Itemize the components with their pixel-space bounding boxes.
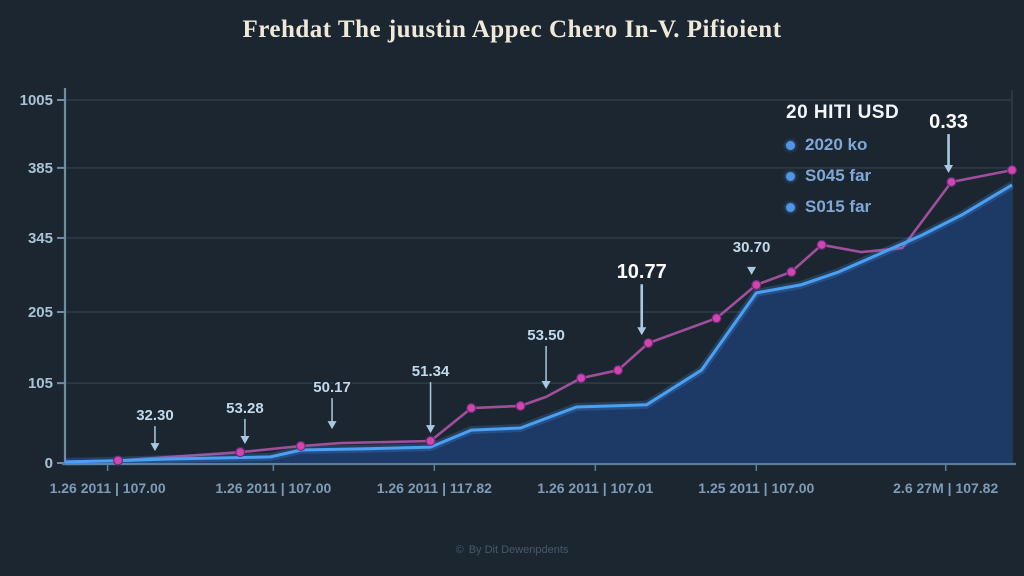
data-point-marker bbox=[235, 447, 246, 458]
data-point-marker bbox=[515, 400, 526, 411]
y-axis-tick-label: 105 bbox=[28, 375, 53, 392]
annotation-arrow-head bbox=[747, 266, 757, 275]
data-annotation: 10.77 bbox=[617, 261, 667, 283]
legend-item[interactable]: 2020 ko bbox=[786, 135, 899, 155]
x-axis-tick-label: 1.26 2011 | 107.00 bbox=[215, 480, 331, 496]
legend-item-label: S045 far bbox=[805, 166, 872, 185]
y-axis-tick-label: 1005 bbox=[20, 92, 53, 109]
data-point-marker bbox=[786, 266, 797, 277]
data-annotation: 50.17 bbox=[313, 379, 351, 396]
data-point-marker bbox=[576, 373, 587, 384]
legend-dot-icon bbox=[786, 202, 795, 212]
annotation-arrow-head bbox=[327, 421, 337, 430]
annotation-arrow-head bbox=[541, 381, 551, 390]
x-axis-tick-label: 2.6 27M | 107.82 bbox=[893, 480, 998, 496]
footer-credit: © By Dit Dewenpdents bbox=[0, 544, 1024, 556]
annotation-arrow-head bbox=[944, 165, 954, 174]
annotation-arrow-head bbox=[150, 443, 160, 452]
data-point-marker bbox=[466, 403, 477, 414]
data-point-marker bbox=[613, 365, 624, 376]
x-axis-tick-label: 1.26 2011 | 107.00 bbox=[50, 480, 166, 496]
data-point-marker bbox=[751, 279, 762, 290]
x-axis-tick-label: 1.25 2011 | 107.00 bbox=[698, 480, 814, 496]
data-annotation: 53.50 bbox=[527, 327, 565, 344]
y-axis-tick-label: 0 bbox=[45, 455, 53, 472]
data-point-marker bbox=[711, 313, 722, 324]
data-annotation: 32.30 bbox=[136, 407, 174, 424]
legend: 20 HITI USD 2020 ko S045 far S015 far bbox=[786, 102, 899, 217]
legend-dot-icon bbox=[786, 140, 795, 150]
y-axis-tick-label: 385 bbox=[28, 160, 53, 177]
legend-dot-icon bbox=[786, 171, 795, 181]
data-point-marker bbox=[113, 455, 124, 466]
data-annotation: 30.70 bbox=[733, 239, 771, 256]
blue-line bbox=[64, 183, 1013, 464]
page-title: Frehdat The juustin Appec Chero In-V. Pi… bbox=[242, 16, 782, 43]
data-annotation: 53.28 bbox=[226, 400, 264, 417]
data-point-marker bbox=[816, 239, 827, 250]
legend-item-label: S015 far bbox=[805, 197, 872, 216]
legend-item[interactable]: S045 far bbox=[786, 166, 899, 186]
copyright-icon: © bbox=[455, 544, 464, 556]
x-axis-tick-label: 1.26 2011 | 117.82 bbox=[377, 480, 492, 496]
legend-item-label: 2020 ko bbox=[805, 135, 868, 154]
data-point-marker bbox=[643, 338, 654, 349]
legend-title: 20 HITI USD bbox=[786, 102, 900, 123]
magenta-line bbox=[64, 168, 1013, 464]
y-axis-tick-label: 345 bbox=[28, 230, 53, 247]
annotation-arrow-head bbox=[637, 327, 647, 336]
data-point-marker bbox=[295, 441, 306, 452]
data-annotation: 0.33 bbox=[929, 111, 968, 133]
annotation-arrow-head bbox=[240, 435, 250, 444]
y-axis-tick-label: 205 bbox=[28, 304, 53, 321]
legend-item[interactable]: S015 far bbox=[786, 197, 899, 217]
annotation-arrow-head bbox=[426, 425, 436, 434]
footer-text: By Dit Dewenpdents bbox=[468, 544, 569, 556]
data-point-marker bbox=[425, 435, 436, 446]
x-axis-tick-label: 1.26 2011 | 107.01 bbox=[537, 480, 653, 496]
legend-items: 2020 ko S045 far S015 far bbox=[786, 135, 899, 217]
data-point-marker bbox=[946, 176, 957, 187]
data-point-marker bbox=[1006, 165, 1017, 176]
area-fill bbox=[65, 184, 1012, 463]
data-annotation: 51.34 bbox=[412, 363, 450, 380]
